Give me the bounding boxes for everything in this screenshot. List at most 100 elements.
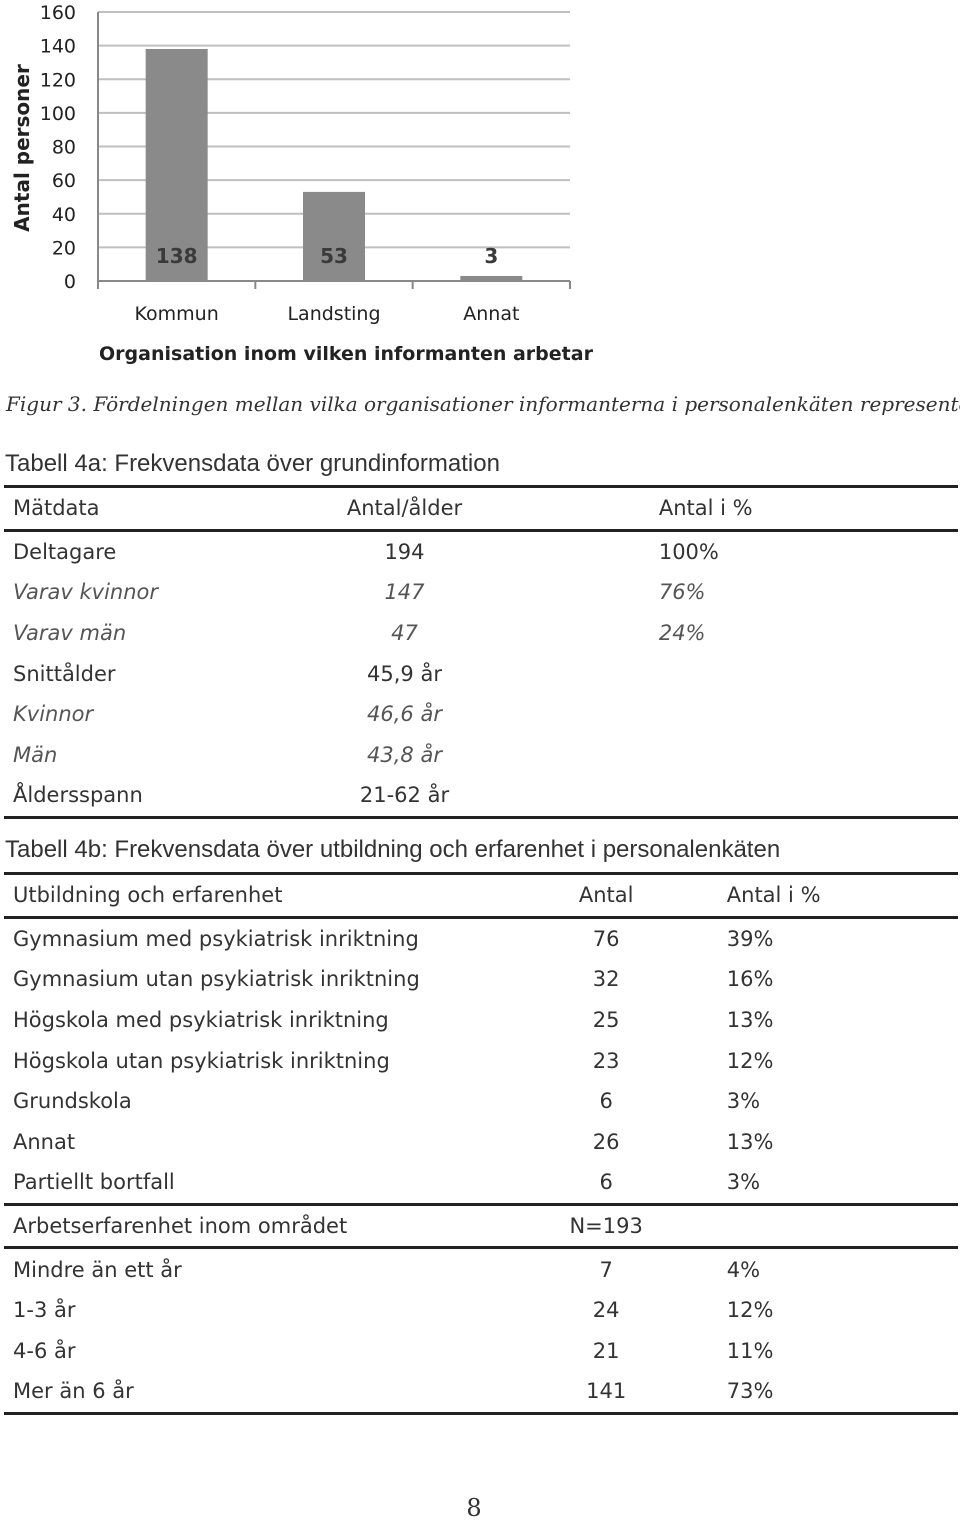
table-cell: 100% — [658, 539, 719, 564]
x-axis-label: Organisation inom vilken informanten arb… — [99, 343, 594, 365]
table-row: Annat 26 13% — [4, 1122, 958, 1163]
table-cell: Åldersspann — [4, 775, 301, 819]
table-cell: 21-62 år — [300, 775, 509, 819]
figure-caption: Figur 3. Fördelningen mellan vilka organ… — [6, 392, 960, 416]
y-axis-label: Antal personer — [10, 64, 34, 232]
table-cell: 7 — [599, 1257, 613, 1282]
x-tick-label: Annat — [463, 303, 519, 325]
table-row: Varav män 47 24% — [4, 613, 958, 654]
table-row: Grundskola 6 3% — [4, 1081, 958, 1122]
table-cell: 73% — [726, 1371, 958, 1415]
chart-bars — [145, 48, 523, 281]
y-tick-label: 100 — [40, 103, 76, 125]
header-cell: Utbildning och erfarenhet — [4, 872, 486, 919]
table-cell: 76 — [592, 926, 620, 951]
table-cell — [509, 653, 958, 694]
table-cell: 24 — [592, 1298, 620, 1323]
header-cell: Antal i % — [508, 485, 958, 532]
y-tick-label: 60 — [52, 170, 76, 192]
table-cell: 23 — [592, 1048, 620, 1073]
table-cell: 6 — [599, 1089, 613, 1114]
table-cell: Arbetserfarenhet inom området — [4, 1204, 486, 1250]
table-cell: Högskola med psykiatrisk inriktning — [13, 1008, 389, 1033]
table-cell — [508, 775, 958, 819]
table-row: Snittålder 45,9 år — [4, 653, 958, 694]
table-cell — [509, 735, 958, 776]
table-cell: 47 — [391, 621, 418, 646]
table-row: Män 43,8 år — [4, 735, 958, 776]
header-cell: Antal i % — [726, 872, 958, 919]
table-cell — [509, 694, 958, 735]
table-4a: Mätdata Antal/ålder Antal i % Deltagare … — [4, 485, 958, 819]
table-cell: Män — [13, 742, 58, 767]
y-tick-label: 160 — [40, 2, 76, 24]
x-tick-label: Kommun — [135, 303, 219, 325]
table-4a-title: Tabell 4a: Frekvensdata över grundinform… — [5, 450, 500, 477]
table-cell: Högskola utan psykiatrisk inriktning — [13, 1048, 390, 1073]
data-label: 138 — [156, 244, 198, 268]
table-header-row: Mätdata Antal/ålder Antal i % — [4, 485, 958, 532]
table-cell: Annat — [13, 1129, 76, 1154]
table-cell: 26 — [592, 1129, 620, 1154]
table-row: Deltagare 194 100% — [4, 530, 958, 572]
y-tick-label: 40 — [52, 204, 76, 226]
table-cell: 32 — [592, 967, 620, 992]
table-cell: 24% — [658, 621, 706, 646]
table-cell: Grundskola — [13, 1089, 132, 1114]
table-cell: Varav kvinnor — [13, 580, 159, 605]
table-subheader-row: Arbetserfarenhet inom området N=193 — [4, 1204, 958, 1250]
table-row: Högskola med psykiatrisk inriktning 25 1… — [4, 1000, 958, 1041]
table-cell: 25 — [592, 1008, 620, 1033]
table-row: Gymnasium med psykiatrisk inriktning 76 … — [4, 917, 958, 959]
table-cell: Mindre än ett år — [13, 1257, 182, 1282]
table-row: Kvinnor 46,6 år — [4, 694, 958, 735]
table-cell: Deltagare — [13, 539, 117, 564]
table-cell: Varav män — [13, 621, 127, 646]
table-cell: 46,6 år — [367, 702, 442, 727]
bar — [145, 48, 208, 281]
table-cell: 3% — [726, 1162, 958, 1206]
table-cell: 4-6 år — [13, 1338, 76, 1363]
table-row: Gymnasium utan psykiatrisk inriktning 32… — [4, 959, 958, 1000]
page-number: 8 — [466, 1494, 482, 1522]
table-cell: Kvinnor — [13, 702, 94, 727]
table-cell: 12% — [726, 1298, 774, 1323]
header-cell: Mätdata — [4, 485, 301, 532]
x-axis-ticks: Kommun Landsting Annat — [135, 303, 520, 325]
bar-chart: 0 20 40 60 80 100 120 140 160 Kommun Landsting Ann… — [10, 2, 594, 365]
table-header-row: Utbildning och erfarenhet Antal Antal i … — [4, 872, 958, 919]
data-label: 3 — [484, 244, 498, 268]
y-tick-label: 140 — [40, 36, 76, 58]
header-cell: Antal — [485, 872, 727, 919]
table-cell: Gymnasium utan psykiatrisk inriktning — [13, 967, 420, 992]
table-4b: Utbildning och erfarenhet Antal Antal i … — [4, 872, 958, 1415]
table-cell: 147 — [384, 580, 425, 605]
table-row: Partiellt bortfall 6 3% — [4, 1162, 958, 1206]
y-tick-label: 0 — [64, 271, 76, 293]
table-row: Högskola utan psykiatrisk inriktning 23 … — [4, 1040, 958, 1081]
table-cell: 194 — [384, 539, 425, 564]
table-cell: 21 — [592, 1338, 620, 1363]
data-labels: 138 53 3 — [156, 244, 499, 268]
table-row: Åldersspann 21-62 år — [4, 775, 958, 819]
y-tick-label: 80 — [52, 137, 76, 159]
bar — [303, 191, 365, 281]
y-axis-ticks: 0 20 40 60 80 100 120 140 160 — [40, 2, 76, 293]
table-cell: 16% — [726, 967, 774, 992]
table-cell: 13% — [726, 1129, 774, 1154]
x-tick-label: Landsting — [287, 303, 380, 325]
table-cell: 1-3 år — [13, 1298, 76, 1323]
table-cell: 76% — [658, 580, 706, 605]
table-cell: 4% — [726, 1257, 761, 1282]
data-label: 53 — [320, 244, 348, 268]
y-tick-label: 20 — [52, 237, 76, 259]
table-cell: 11% — [726, 1338, 774, 1363]
table-4b-title: Tabell 4b: Frekvensdata över utbildning … — [5, 836, 781, 863]
table-cell — [726, 1204, 958, 1250]
table-cell: 13% — [726, 1008, 774, 1033]
table-row: Mindre än ett år 7 4% — [4, 1248, 958, 1290]
table-cell: 3% — [726, 1089, 761, 1114]
table-row: Mer än 6 år 141 73% — [4, 1371, 958, 1415]
table-cell: Gymnasium med psykiatrisk inriktning — [13, 926, 419, 951]
bar — [460, 275, 523, 281]
